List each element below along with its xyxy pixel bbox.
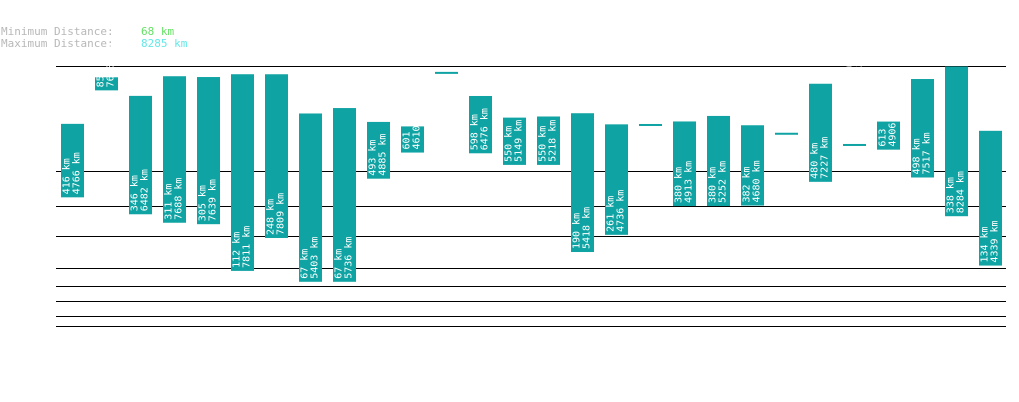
bar bbox=[571, 113, 594, 253]
bar-min-label: 498 km bbox=[912, 138, 923, 174]
bar-min-label: 797 km bbox=[844, 66, 855, 102]
bar bbox=[639, 123, 662, 126]
bar-min-label: 613 km bbox=[878, 111, 889, 147]
bar-min-label: 550 km bbox=[504, 126, 515, 162]
bar-min-label: 550 km bbox=[538, 126, 549, 162]
max-distance-row: Maximum Distance: 8285 km bbox=[1, 38, 187, 50]
bar-min-label: 382 km bbox=[742, 166, 753, 202]
bar bbox=[163, 76, 186, 223]
bar-min-label: 955 km bbox=[436, 28, 447, 64]
bar-max-label: 7639 km bbox=[208, 179, 219, 221]
bar-max-label: 4913 km bbox=[684, 161, 695, 203]
bar-min-label: 305 km bbox=[198, 185, 209, 221]
bar-min-label: 67 km bbox=[334, 249, 345, 279]
bar-min-label: 380 km bbox=[708, 167, 719, 203]
bar-max-label: 5252 km bbox=[718, 161, 729, 203]
bar-max-label: 7809 km bbox=[276, 193, 287, 235]
bar-min-label: 493 km bbox=[368, 140, 379, 176]
bar bbox=[605, 124, 628, 235]
bar-min-label: 338 km bbox=[946, 177, 957, 213]
bar bbox=[775, 132, 798, 135]
bar-min-label: 311 km bbox=[164, 184, 175, 220]
bar-min-label: 598 km bbox=[470, 114, 481, 150]
bar bbox=[435, 71, 458, 74]
bar bbox=[265, 74, 288, 238]
bar-min-label: 1040 km bbox=[776, 1, 787, 43]
bar-max-label: 4736 km bbox=[616, 190, 627, 232]
bar bbox=[95, 77, 118, 91]
bar-max-label: 6476 km bbox=[480, 108, 491, 150]
bar-min-label: 346 km bbox=[130, 175, 141, 211]
bar-max-label: 7227 km bbox=[820, 137, 831, 179]
bar bbox=[197, 77, 220, 225]
bar bbox=[843, 143, 866, 146]
bar-max-label: 5149 km bbox=[514, 120, 525, 162]
bar bbox=[911, 79, 934, 178]
bar-min-label: 134 km bbox=[980, 226, 991, 262]
bar bbox=[367, 121, 390, 179]
bar-min-label: 416 km bbox=[62, 158, 73, 194]
bar-max-label: 7955 km bbox=[446, 22, 457, 64]
bar-min-label: 601 km bbox=[402, 113, 413, 149]
bar bbox=[979, 130, 1002, 266]
bar-max-label: 5418 km bbox=[582, 207, 593, 249]
bar bbox=[401, 126, 424, 153]
bar bbox=[129, 95, 152, 215]
bar-max-label: 3532 km bbox=[854, 60, 865, 102]
bar-max-label: 4680 km bbox=[752, 160, 763, 202]
bar-max-label: 4610 km bbox=[412, 107, 423, 149]
bar-max-label: 7811 km bbox=[242, 226, 253, 268]
bar-min-label: 248 km bbox=[266, 199, 277, 235]
bar-max-label: 4339 km bbox=[990, 220, 1001, 262]
bar-max-label: 5736 km bbox=[344, 237, 355, 279]
bar-min-label: 380 km bbox=[674, 167, 685, 203]
bar-max-label: 5403 km bbox=[310, 237, 321, 279]
bar-min-label: 480 km bbox=[810, 143, 821, 179]
bar-max-label: 4885 km bbox=[378, 134, 389, 176]
bar bbox=[503, 117, 526, 165]
bar-max-label: 4220 km bbox=[786, 1, 797, 43]
max-distance-label: Maximum Distance: bbox=[1, 37, 114, 50]
bar bbox=[231, 74, 254, 271]
bar-max-label: 7623 km bbox=[106, 45, 117, 87]
bar-max-label: 7517 km bbox=[922, 132, 933, 174]
bar-max-label: 4758 km bbox=[650, 78, 661, 120]
min-distance-row: Minimum Distance: 68 km bbox=[1, 26, 187, 38]
bar bbox=[469, 95, 492, 154]
bar bbox=[707, 115, 730, 207]
bar bbox=[673, 121, 696, 207]
bar-min-label: 723 km bbox=[640, 84, 651, 120]
min-distance-value: 68 km bbox=[141, 25, 175, 38]
bar bbox=[333, 108, 356, 282]
bar bbox=[299, 113, 322, 282]
bar-max-label: 6482 km bbox=[140, 169, 151, 211]
bar bbox=[537, 116, 560, 165]
bar-min-label: 112 km bbox=[232, 232, 243, 268]
bar-min-label: 190 km bbox=[572, 213, 583, 249]
max-distance-value: 8285 km bbox=[141, 37, 188, 50]
bar-max-label: 5218 km bbox=[548, 120, 559, 162]
bar-max-label: 7688 km bbox=[174, 178, 185, 220]
bar bbox=[61, 123, 84, 198]
bar-max-label: 4766 km bbox=[72, 152, 83, 194]
distance-stats: Minimum Distance: 68 km Maximum Distance:… bbox=[1, 26, 187, 50]
bar bbox=[945, 66, 968, 217]
bar-min-label: 67 km bbox=[300, 249, 311, 279]
bar bbox=[741, 125, 764, 206]
bar bbox=[877, 121, 900, 150]
bar-max-label: 8284 km bbox=[956, 171, 967, 213]
bar bbox=[809, 83, 832, 182]
bar-max-label: 4906 km bbox=[888, 104, 899, 146]
bar-min-label: 261 km bbox=[606, 196, 617, 232]
bar-min-label: 858 km bbox=[96, 51, 107, 87]
min-distance-label: Minimum Distance: bbox=[1, 25, 114, 38]
